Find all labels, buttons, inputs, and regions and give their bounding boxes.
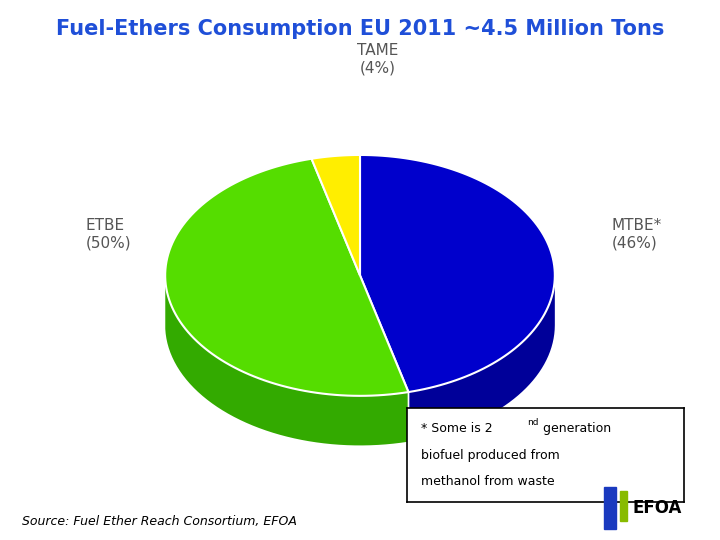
Text: Fuel-Ethers Consumption EU 2011 ~4.5 Million Tons: Fuel-Ethers Consumption EU 2011 ~4.5 Mil… — [56, 19, 664, 39]
Polygon shape — [312, 155, 360, 275]
Text: EFOA: EFOA — [632, 498, 682, 517]
Text: * Some is 2: * Some is 2 — [420, 422, 492, 435]
Text: MTBE*
(46%): MTBE* (46%) — [611, 219, 662, 251]
Polygon shape — [165, 159, 408, 396]
Text: ETBE
(50%): ETBE (50%) — [86, 219, 131, 251]
Text: TAME
(4%): TAME (4%) — [357, 43, 398, 75]
Text: generation: generation — [539, 422, 611, 435]
Text: Source: Fuel Ether Reach Consortium, EFOA: Source: Fuel Ether Reach Consortium, EFO… — [22, 515, 297, 528]
Polygon shape — [166, 279, 408, 446]
Bar — [604, 487, 616, 529]
Text: biofuel produced from: biofuel produced from — [420, 449, 559, 462]
Polygon shape — [360, 155, 555, 392]
Text: nd: nd — [527, 418, 539, 427]
Text: methanol from waste: methanol from waste — [420, 475, 554, 488]
Bar — [621, 491, 627, 521]
Polygon shape — [408, 276, 555, 442]
